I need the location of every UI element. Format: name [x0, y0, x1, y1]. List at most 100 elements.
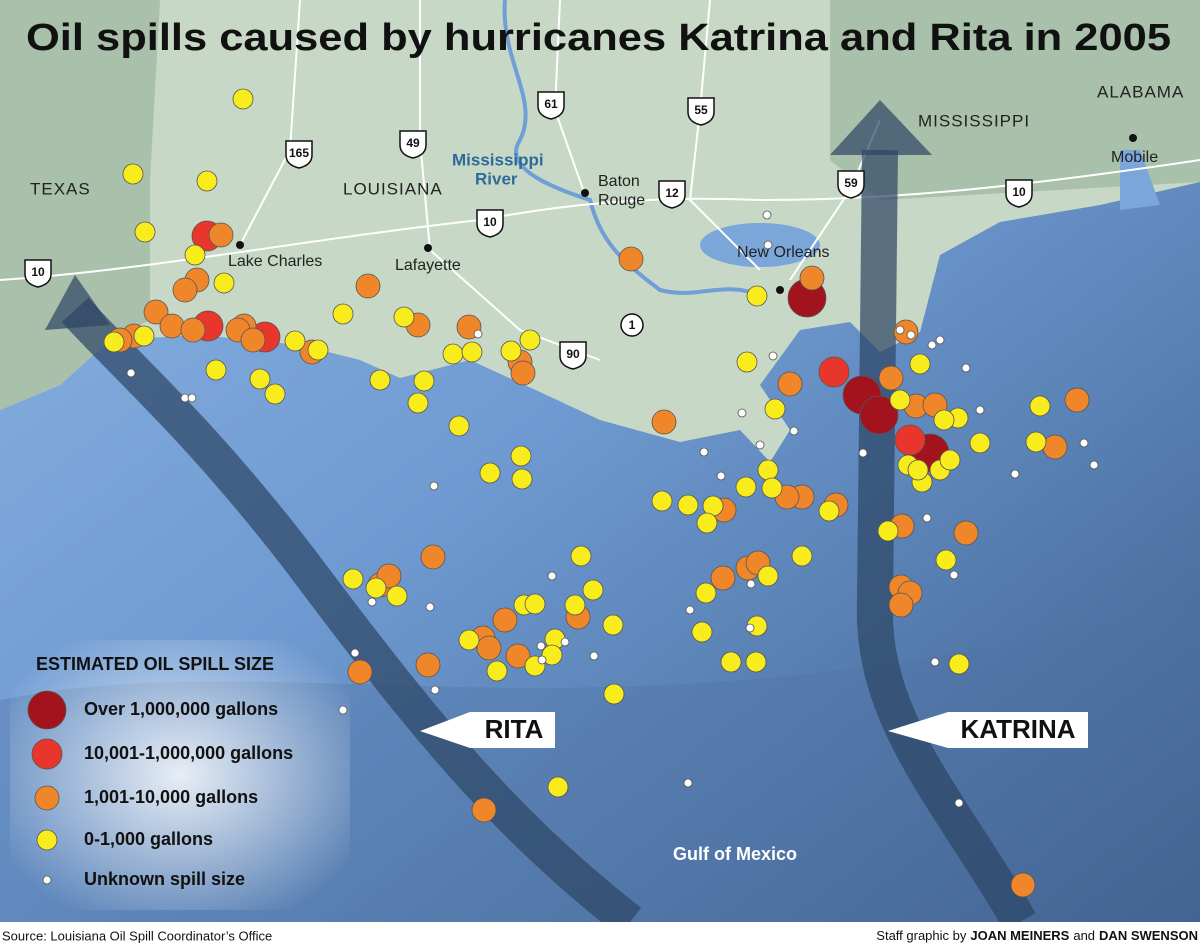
spill-marker — [122, 163, 144, 185]
spill-marker — [757, 459, 779, 481]
spill-marker — [789, 426, 799, 436]
spill-marker — [415, 652, 441, 678]
spill-marker — [1064, 387, 1090, 413]
spill-marker — [524, 593, 546, 615]
spill-marker — [133, 325, 155, 347]
lake-pontchartrain — [700, 223, 820, 267]
state-label: ALABAMA — [1097, 82, 1184, 101]
spill-marker — [284, 330, 306, 352]
highway-shield — [537, 91, 565, 120]
city-label: Baton — [598, 173, 640, 190]
spill-marker — [1079, 438, 1089, 448]
highway-number: 165 — [289, 146, 309, 160]
spill-marker — [791, 545, 813, 567]
spill-marker — [367, 597, 377, 607]
spill-marker — [602, 614, 624, 636]
spill-marker — [761, 477, 783, 499]
spill-marker — [589, 651, 599, 661]
legend-marker — [36, 829, 58, 851]
spill-marker — [461, 341, 483, 363]
spill-marker — [1089, 460, 1099, 470]
spill-marker — [818, 356, 850, 388]
spill-marker — [582, 579, 604, 601]
footer-bg — [0, 922, 1200, 947]
spill-marker — [126, 368, 136, 378]
katrina-label-box — [888, 712, 1088, 748]
spill-marker — [1029, 395, 1051, 417]
spill-marker — [735, 476, 757, 498]
highway-number: 12 — [665, 186, 679, 200]
spill-marker — [889, 389, 911, 411]
spill-marker — [500, 340, 522, 362]
spill-marker — [476, 635, 502, 661]
highway-number: 10 — [1012, 185, 1026, 199]
highway-number: 61 — [544, 97, 558, 111]
spill-marker — [205, 359, 227, 381]
highway-shield — [1005, 179, 1033, 208]
spill-marker — [536, 641, 546, 651]
spill-marker — [560, 637, 570, 647]
highway-number: 90 — [566, 347, 580, 361]
spill-marker — [342, 568, 364, 590]
spill-marker — [1025, 431, 1047, 453]
spill-marker — [355, 273, 381, 299]
footer-credit: Staff graphic by JOAN MEINERS and DAN SWENS… — [876, 928, 1198, 943]
spill-marker — [420, 544, 446, 570]
spill-marker — [716, 471, 726, 481]
spill-marker — [458, 629, 480, 651]
spill-marker — [519, 329, 541, 351]
spill-marker — [691, 621, 713, 643]
state-label: LOUISIANA — [343, 179, 443, 198]
spill-marker — [877, 520, 899, 542]
city-label: New Orleans — [737, 244, 829, 261]
spill-marker — [159, 313, 185, 339]
footer-source: Source: Louisiana Oil Spill Coordinator’… — [2, 928, 272, 943]
spill-marker — [922, 513, 932, 523]
spill-marker — [541, 644, 563, 666]
legend-marker — [34, 785, 60, 811]
spill-marker — [888, 592, 914, 618]
city-dot — [236, 241, 244, 249]
city-dot — [581, 189, 589, 197]
spill-marker — [103, 331, 125, 353]
spill-marker — [425, 602, 435, 612]
legend-item: 0-1,000 gallons — [84, 829, 213, 849]
spill-marker — [755, 440, 765, 450]
spill-marker — [307, 339, 329, 361]
spill-marker — [720, 651, 742, 673]
legend-marker — [27, 690, 67, 730]
spill-marker — [762, 210, 772, 220]
spill-marker — [347, 659, 373, 685]
spill-marker — [777, 371, 803, 397]
spill-marker — [564, 594, 586, 616]
highway-shield — [559, 341, 587, 370]
spill-marker — [510, 360, 536, 386]
spill-marker — [547, 571, 557, 581]
spill-marker — [369, 369, 391, 391]
spill-marker — [799, 265, 825, 291]
spill-marker — [172, 277, 198, 303]
katrina-arrowhead — [830, 100, 932, 155]
spill-marker — [818, 500, 840, 522]
spill-marker — [442, 343, 464, 365]
spill-marker — [695, 582, 717, 604]
spill-marker — [473, 329, 483, 339]
highway-shield — [399, 130, 427, 159]
credit-part: and — [1073, 928, 1095, 943]
highway-number: 10 — [31, 265, 45, 279]
spill-marker — [511, 468, 533, 490]
spill-marker — [927, 340, 937, 350]
spill-marker — [479, 462, 501, 484]
spill-marker — [906, 330, 916, 340]
spill-marker — [930, 657, 940, 667]
spill-marker — [858, 448, 868, 458]
spill-marker — [1010, 872, 1036, 898]
spill-marker — [510, 445, 532, 467]
state-label: TEXAS — [30, 179, 91, 198]
spill-marker — [547, 776, 569, 798]
spill-marker — [939, 449, 961, 471]
highway-shield — [476, 209, 504, 238]
highway-shield — [658, 180, 686, 209]
highway-shield — [24, 259, 52, 288]
rita-track — [61, 297, 642, 937]
